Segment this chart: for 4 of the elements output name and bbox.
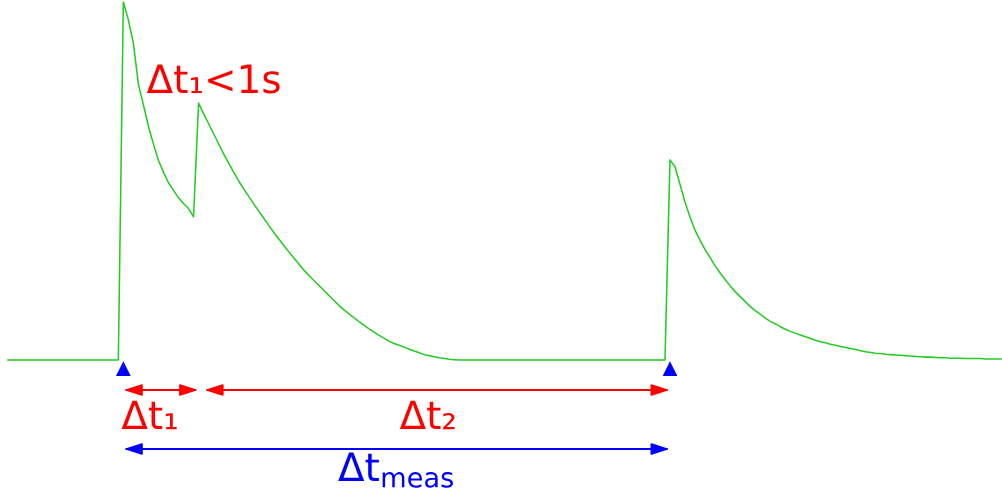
annotation: Δt₁<1s bbox=[146, 64, 280, 94]
text: Δt₁ bbox=[121, 400, 177, 430]
text: Δt$_{meas}$ bbox=[338, 452, 453, 488]
text: Δt₂ bbox=[399, 400, 455, 430]
